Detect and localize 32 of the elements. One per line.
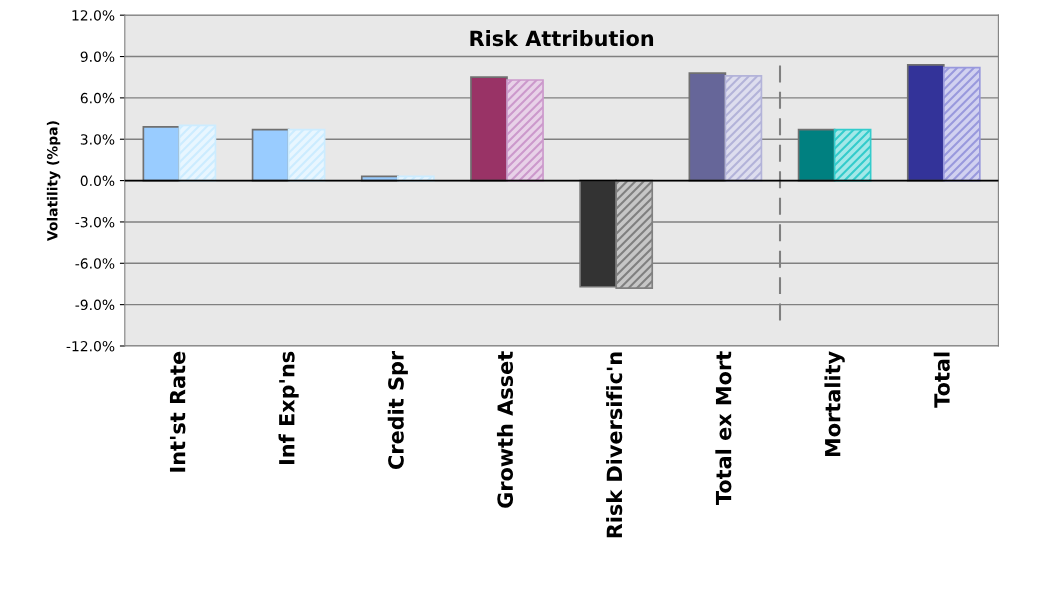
bar	[688, 72, 727, 182]
y-tick-label: 12.0%	[72, 10, 115, 21]
bar	[797, 128, 836, 182]
bar	[506, 79, 544, 182]
text: Risk Attribution	[470, 30, 654, 47]
y-tick-label: -6.0%	[75, 258, 115, 269]
x-tick-label: Inf Exp'ns	[278, 351, 299, 465]
y-tick-label: 0.0%	[80, 175, 115, 187]
y-tick-label: -12.0%	[66, 340, 115, 352]
x-tick-label: Int'st Rate	[169, 351, 186, 472]
bar	[470, 76, 508, 182]
bar	[579, 179, 618, 288]
x-tick-label: Mortality	[824, 351, 845, 457]
bar	[251, 128, 290, 182]
y-tick-label: 9.0%	[80, 51, 115, 62]
bar	[287, 128, 326, 182]
y-axis-title: Volatility (%pa)	[46, 121, 61, 242]
bar	[906, 63, 945, 182]
x-tick-label: Total	[933, 352, 950, 408]
y-tick-label: -9.0%	[75, 299, 115, 311]
y-tick-label: -3.0%	[75, 216, 115, 228]
bar	[178, 124, 217, 182]
bar	[942, 66, 981, 182]
x-tick-label: Credit Spr	[387, 350, 408, 469]
x-tick-label: Risk Diversific'n	[606, 352, 623, 538]
x-tick-label: Total ex Mort	[715, 351, 732, 506]
y-tick-label: 3.0%	[80, 134, 115, 145]
y-tick-label: 6.0%	[80, 92, 115, 104]
bar	[724, 74, 763, 182]
bar	[142, 125, 181, 182]
x-tick-label: Growth Asset	[496, 351, 514, 508]
bar	[833, 128, 872, 182]
